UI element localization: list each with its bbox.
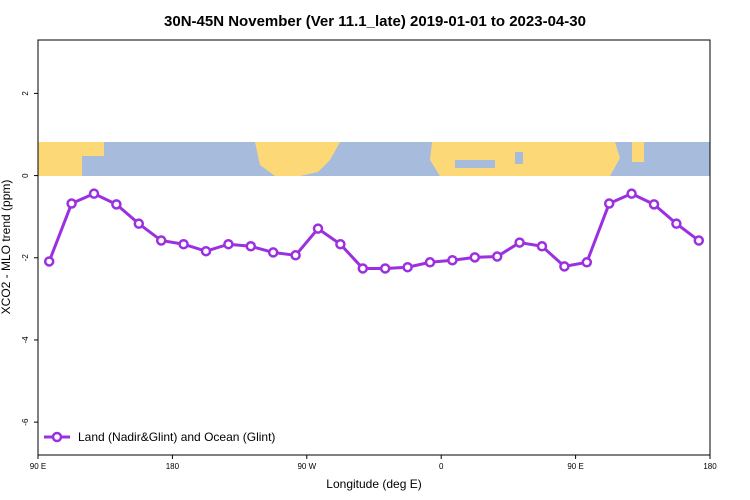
- plot-frame: [37, 39, 711, 456]
- data-point: [66, 198, 77, 209]
- data-point: [603, 198, 615, 209]
- data-point: [357, 263, 369, 274]
- x-tick-label: 180: [166, 462, 180, 471]
- y-tick-label: 0: [21, 173, 30, 178]
- y-tick-label: 2: [21, 91, 30, 96]
- data-point: [447, 254, 458, 266]
- data-point: [559, 261, 570, 272]
- data-point: [88, 188, 100, 199]
- data-point: [178, 238, 189, 250]
- y-axis-label: XCO2 - MLO trend (ppm): [0, 180, 13, 315]
- x-tick-label: 90 W: [297, 462, 316, 471]
- data-point: [424, 257, 436, 268]
- data-point: [290, 250, 301, 261]
- legend-marker: [51, 431, 63, 443]
- data-point: [491, 251, 503, 262]
- chart-title: 30N-45N November (Ver 11.1_late) 2019-01…: [164, 13, 586, 30]
- y-tick-label: -2: [21, 254, 30, 262]
- x-tick-label: 90 E: [567, 462, 583, 471]
- data-point: [469, 252, 481, 263]
- legend-label: Land (Nadir&Glint) and Ocean (Glint): [78, 430, 275, 444]
- data-point: [245, 241, 257, 252]
- data-point: [200, 245, 212, 257]
- data-point: [581, 257, 593, 268]
- data-point: [514, 237, 525, 248]
- data-point: [536, 241, 548, 252]
- data-point: [671, 218, 682, 229]
- data-point: [379, 263, 391, 274]
- series-line: [47, 192, 700, 270]
- map-strip: [38, 142, 710, 176]
- x-tick-label: 0: [439, 462, 444, 471]
- data-point: [335, 238, 346, 250]
- data-point: [43, 256, 55, 267]
- x-tick-label: 90 E: [30, 462, 46, 471]
- data-point: [155, 235, 167, 246]
- y-tick-label: -6: [21, 418, 30, 426]
- data-point: [402, 261, 413, 273]
- y-tick-label: -4: [21, 336, 30, 344]
- data-point: [626, 188, 637, 199]
- data-point: [312, 223, 324, 234]
- data-point: [111, 199, 122, 210]
- x-axis-label: Longitude (deg E): [326, 477, 421, 491]
- data-point: [693, 235, 705, 246]
- data-point: [648, 199, 660, 210]
- x-tick-label: 180: [703, 462, 717, 471]
- data-point: [223, 238, 234, 250]
- data-point: [267, 247, 279, 258]
- data-point: [133, 218, 145, 229]
